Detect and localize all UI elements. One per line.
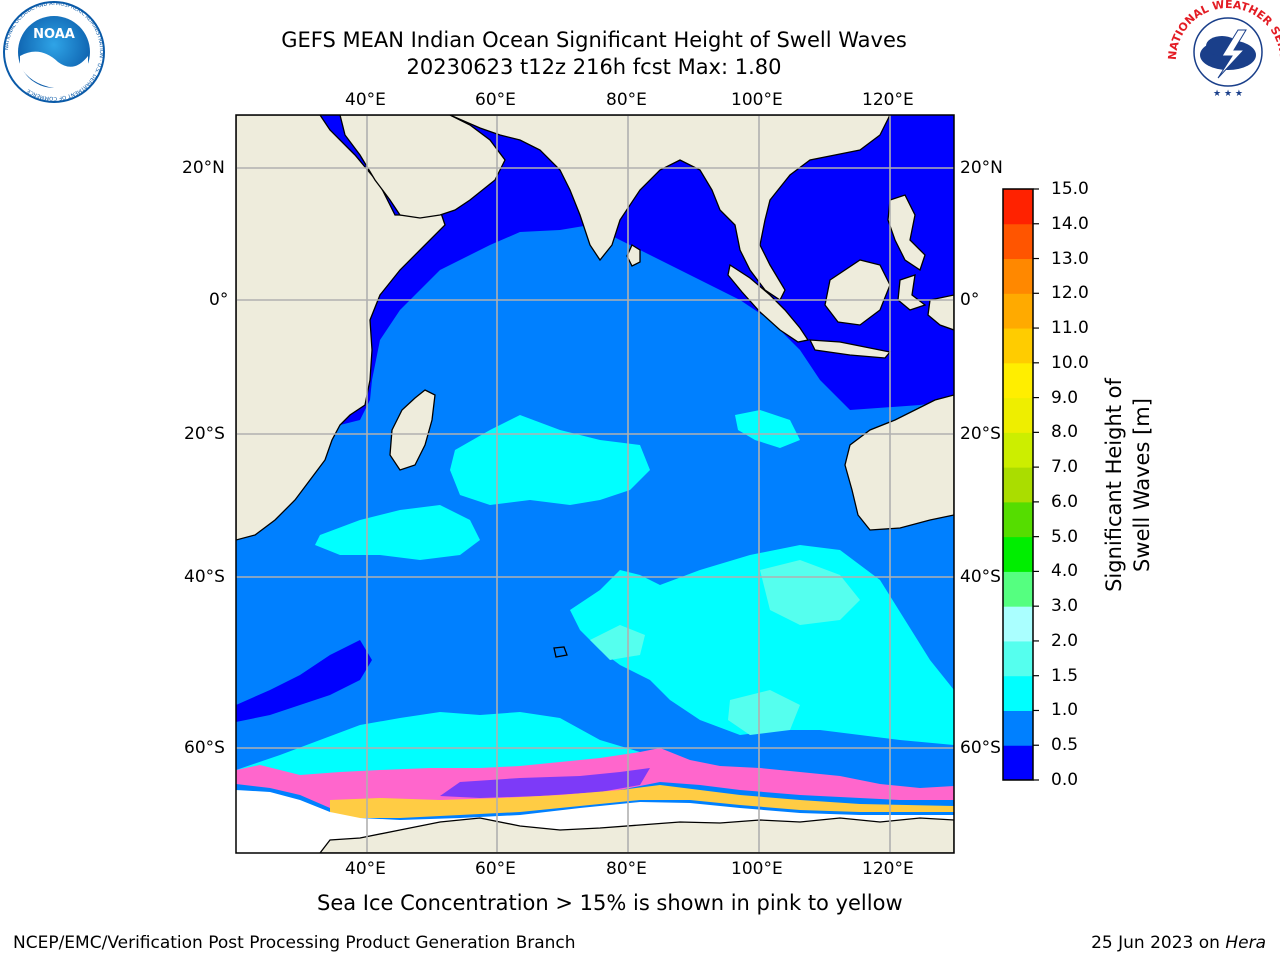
colorbar-tick-label: 6.0: [1051, 491, 1079, 512]
colorbar-segment: [1003, 745, 1033, 781]
colorbar-tick-label: 11.0: [1051, 318, 1089, 339]
lon-tick-bottom-60e: 60°E: [475, 859, 516, 879]
colorbar-tick-label: 3.0: [1051, 596, 1079, 617]
noaa-logo: NOAA NATIONAL OCEANIC AND ATMOSPHERIC AD…: [3, 1, 105, 103]
lon-tick-bottom-40e: 40°E: [345, 859, 386, 879]
colorbar-tick-label: 0.5: [1051, 735, 1079, 756]
lat-tick-left-60s: 60°S: [184, 738, 225, 758]
colorbar-tick-label: 5.0: [1051, 526, 1079, 547]
colorbar-segment: [1003, 258, 1033, 294]
colorbar-segment: [1003, 362, 1033, 399]
land-antarctica: [319, 817, 954, 853]
colorbar-tick-label: 10.0: [1051, 352, 1089, 373]
sea-ice-note: Sea Ice Concentration > 15% is shown in …: [317, 891, 903, 915]
colorbar-tick-label: 2.0: [1051, 630, 1079, 651]
land-kerguelen: [553, 646, 568, 658]
colorbar-segment: [1003, 640, 1033, 677]
colorbar: [1003, 188, 1039, 781]
sea-ice-edge-yellow: [330, 785, 954, 818]
lon-tick-bottom-80e: 80°E: [606, 859, 647, 879]
lon-tick-top-80e: 80°E: [606, 90, 647, 110]
lat-tick-left-40s: 40°S: [184, 567, 225, 587]
noaa-logo-text: NOAA: [33, 27, 75, 42]
colorbar-segment: [1003, 397, 1033, 433]
lon-tick-top-40e: 40°E: [345, 90, 386, 110]
map-layers: [236, 115, 954, 853]
footer-right: 25 Jun 2023 on Hera: [1091, 933, 1266, 953]
land-madagascar: [389, 389, 436, 471]
land-australia: [844, 394, 954, 531]
footer-host: Hera: [1225, 933, 1266, 953]
footer-left: NCEP/EMC/Verification Post Processing Pr…: [13, 933, 576, 953]
map-frame: [235, 114, 955, 854]
land-new-guinea: [927, 294, 954, 331]
colorbar-tick-label: 4.0: [1051, 561, 1079, 582]
colorbar-segment: [1003, 536, 1033, 572]
colorbar-segment: [1003, 606, 1033, 642]
colorbar-segment: [1003, 189, 1033, 225]
lon-tick-top-120e: 120°E: [862, 90, 914, 110]
colorbar-tick-label: 0.0: [1051, 770, 1079, 790]
chart-title-line1: GEFS MEAN Indian Ocean Significant Heigh…: [281, 28, 907, 52]
land-india-seasia: [449, 115, 891, 301]
colorbar-tick-label: 9.0: [1051, 387, 1079, 408]
lon-tick-top-100e: 100°E: [731, 90, 783, 110]
land-philippines: [887, 194, 926, 272]
svg-text:★ ★ ★: ★ ★ ★: [1213, 89, 1243, 99]
colorbar-tick-label: 7.0: [1051, 457, 1079, 478]
colorbar-segment: [1003, 432, 1033, 468]
land-java: [808, 339, 892, 359]
colorbar-tick-label: 13.0: [1051, 248, 1089, 269]
nws-logo: NATIONAL WEATHER SERVICE ★ ★ ★: [0, 0, 1280, 103]
lat-tick-left-20s: 20°S: [184, 424, 225, 444]
low-swell-region-southwest: [236, 640, 372, 722]
nws-logo-ring-text: NATIONAL WEATHER SERVICE: [0, 0, 1280, 61]
lat-tick-right-20s: 20°S: [960, 424, 1001, 444]
lat-tick-right-20n: 20°N: [960, 158, 1003, 178]
colorbar-segment: [1003, 675, 1033, 711]
colorbar-segment: [1003, 710, 1033, 746]
land-sumatra: [727, 263, 810, 343]
colorbar-frame: [1002, 188, 1034, 781]
colorbar-segment: [1003, 223, 1033, 260]
colorbar-tick-label: 1.5: [1051, 665, 1079, 686]
chart-title-line2: 20230623 t12z 216h fcst Max: 1.80: [406, 55, 782, 79]
colorbar-segment: [1003, 328, 1033, 364]
colorbar-segment: [1003, 293, 1033, 329]
colorbar-tick-label: 12.0: [1051, 283, 1089, 304]
colorbar-tick-label: 14.0: [1051, 213, 1089, 234]
colorbar-segment: [1003, 501, 1033, 538]
sea-ice-edge-violet: [440, 768, 650, 798]
footer-date: 25 Jun 2023 on: [1091, 933, 1226, 953]
colorbar-segment: [1003, 467, 1033, 503]
lat-tick-right-40s: 40°S: [960, 567, 1001, 587]
colorbar-tick-label: 1.0: [1051, 700, 1079, 721]
gridlines: [236, 115, 954, 853]
colorbar-tick-label: 15.0: [1051, 179, 1089, 199]
lon-tick-bottom-120e: 120°E: [862, 859, 914, 879]
lat-tick-right-0: 0°: [960, 290, 980, 310]
land-borneo: [824, 259, 891, 326]
lat-tick-left-0: 0°: [209, 290, 229, 310]
lat-tick-right-60s: 60°S: [960, 738, 1001, 758]
lon-tick-bottom-100e: 100°E: [731, 859, 783, 879]
lon-tick-top-60e: 60°E: [475, 90, 516, 110]
colorbar-segment: [1003, 571, 1033, 607]
lat-tick-left-20n: 20°N: [182, 158, 225, 178]
colorbar-tick-label: 8.0: [1051, 422, 1079, 443]
